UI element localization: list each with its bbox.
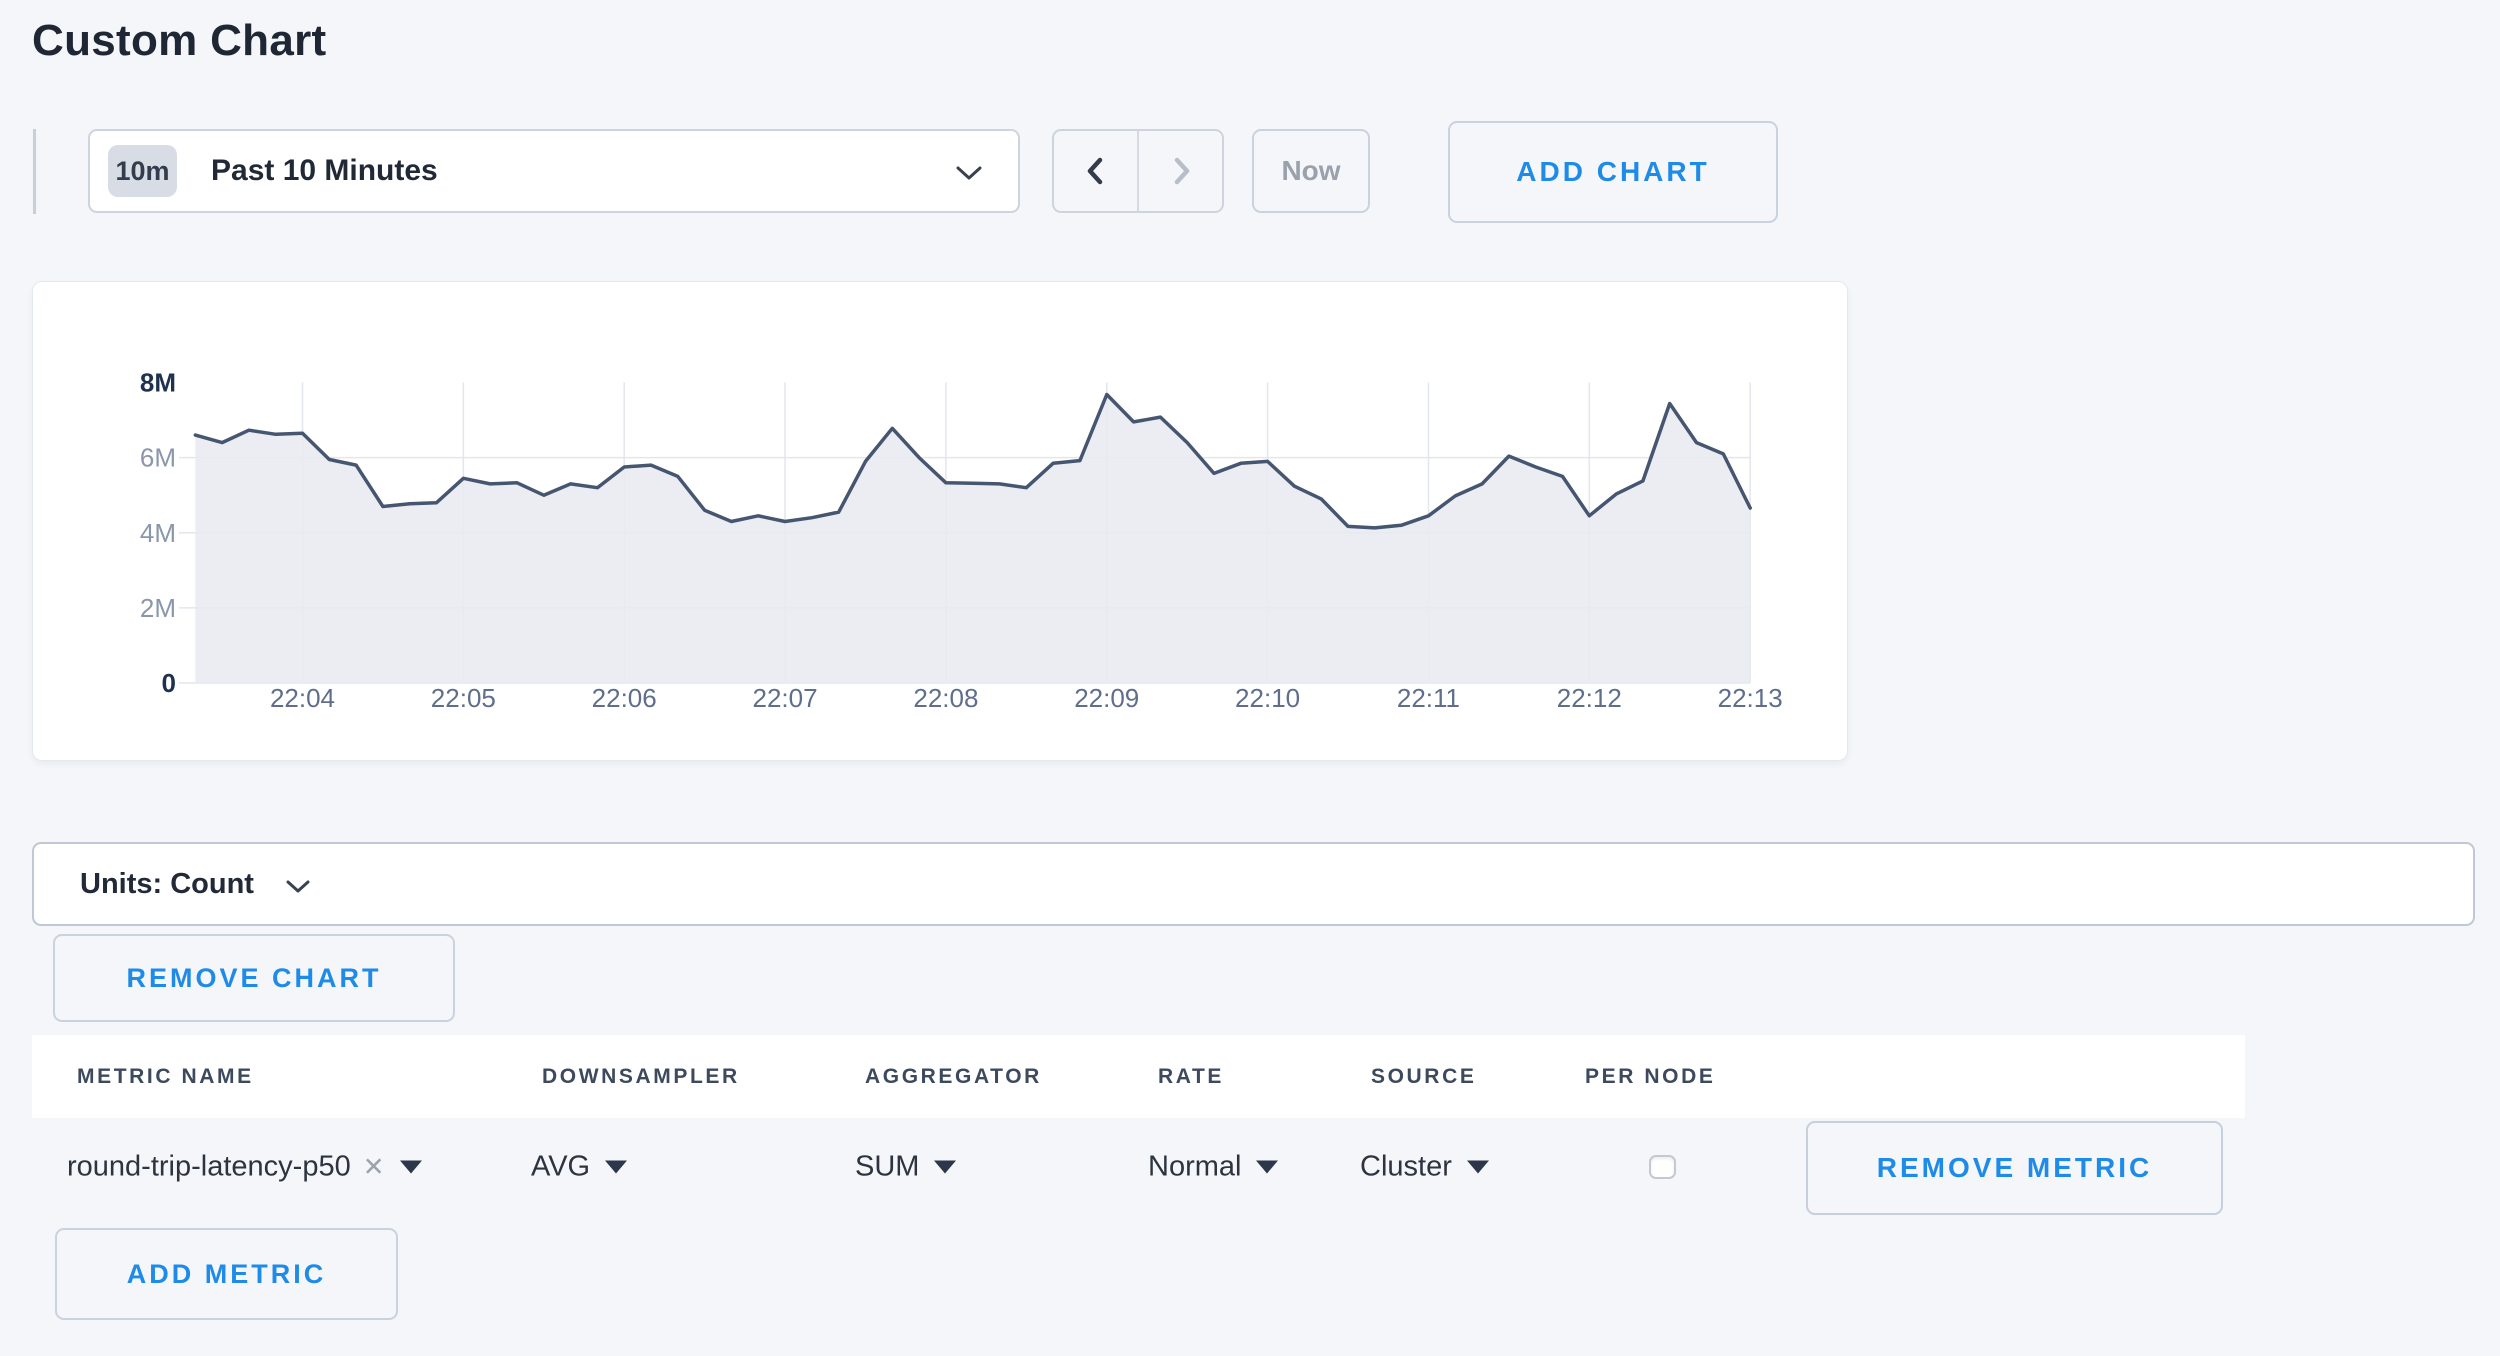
per-node-checkbox[interactable] <box>1649 1154 1676 1179</box>
time-range-badge: 10m <box>108 145 177 197</box>
column-header-source: SOURCE <box>1371 1064 1477 1088</box>
x-tick-label: 22:06 <box>592 683 657 713</box>
x-tick-label: 22:11 <box>1397 683 1460 713</box>
caret-down-icon <box>1256 1160 1279 1173</box>
column-header-rate: RATE <box>1158 1064 1225 1088</box>
time-forward-button[interactable] <box>1139 131 1222 211</box>
time-range-dropdown[interactable]: 10m Past 10 Minutes <box>88 129 1020 213</box>
y-tick-label: 6M <box>140 443 176 473</box>
remove-chart-button[interactable]: REMOVE CHART <box>53 934 455 1022</box>
series-area-fill <box>195 394 1751 683</box>
units-label: Units: Count <box>80 867 254 900</box>
source-select[interactable]: Cluster <box>1360 1150 1489 1183</box>
page-title: Custom Chart <box>32 16 327 65</box>
rate-value: Normal <box>1148 1150 1242 1182</box>
time-back-button[interactable] <box>1054 131 1139 211</box>
metric-name-value: round-trip-latency-p50 <box>67 1150 351 1182</box>
now-button[interactable]: Now <box>1252 129 1370 213</box>
y-tick-label: 0 <box>162 668 176 698</box>
x-tick-label: 22:12 <box>1557 683 1622 713</box>
toolbar-accent-divider <box>33 129 36 214</box>
add-chart-button[interactable]: ADD CHART <box>1448 121 1778 223</box>
chevron-left-icon <box>1087 157 1102 185</box>
x-tick-label: 22:07 <box>753 683 818 713</box>
y-tick-label: 4M <box>140 518 176 548</box>
caret-down-icon <box>605 1160 628 1173</box>
metrics-table-header: METRIC NAME DOWNSAMPLER AGGREGATOR RATE … <box>32 1035 2245 1118</box>
caret-down-icon <box>1466 1160 1489 1173</box>
column-header-downsampler: DOWNSAMPLER <box>542 1064 740 1088</box>
y-tick-label: 2M <box>140 593 176 623</box>
column-header-metric-name: METRIC NAME <box>77 1064 254 1088</box>
aggregator-value: SUM <box>855 1150 920 1182</box>
source-value: Cluster <box>1360 1150 1452 1182</box>
series-line <box>193 392 1752 530</box>
caret-down-icon <box>399 1160 422 1173</box>
remove-metric-button[interactable]: REMOVE METRIC <box>1806 1121 2223 1215</box>
caret-down-icon <box>934 1160 957 1173</box>
downsampler-select[interactable]: AVG <box>531 1150 628 1183</box>
rate-select[interactable]: Normal <box>1148 1150 1279 1183</box>
downsampler-value: AVG <box>531 1150 591 1182</box>
x-tick-label: 22:13 <box>1718 683 1783 713</box>
chevron-right-icon <box>1174 157 1189 185</box>
units-dropdown[interactable]: Units: Count <box>32 842 2475 926</box>
x-tick-label: 22:04 <box>270 683 335 713</box>
add-metric-button[interactable]: ADD METRIC <box>55 1228 398 1320</box>
chart-panel: 22:04 22:05 22:06 22:07 22:08 22:09 22:10 22:11… <box>32 281 1848 761</box>
x-tick-label: 22:08 <box>913 683 978 713</box>
time-pager <box>1052 129 1224 213</box>
chevron-down-icon <box>286 880 310 892</box>
timeseries-area-chart: 22:04 22:05 22:06 22:07 22:08 22:09 22:10 22:11… <box>140 368 1783 714</box>
x-tick-label: 22:09 <box>1074 683 1139 713</box>
metric-name-select[interactable]: round-trip-latency-p50 ✕ <box>67 1150 422 1183</box>
clear-metric-icon[interactable]: ✕ <box>362 1151 385 1181</box>
aggregator-select[interactable]: SUM <box>855 1150 957 1183</box>
chevron-down-icon <box>956 166 982 180</box>
x-tick-label: 22:05 <box>431 683 496 713</box>
x-tick-label: 22:10 <box>1235 683 1300 713</box>
y-tick-label: 8M <box>140 368 176 398</box>
column-header-per-node: PER NODE <box>1585 1064 1716 1088</box>
metric-row: round-trip-latency-p50 ✕ AVG SUM Normal … <box>32 1118 2245 1215</box>
time-range-label: Past 10 Minutes <box>211 154 438 187</box>
column-header-aggregator: AGGREGATOR <box>865 1064 1042 1088</box>
